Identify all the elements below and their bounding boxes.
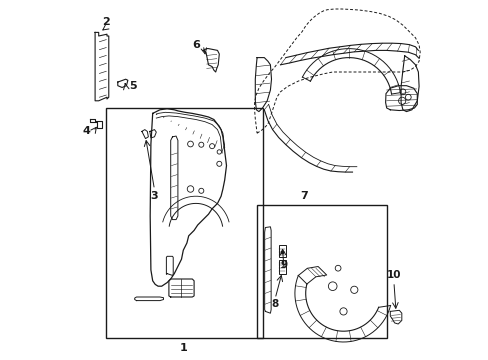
Text: 4: 4 xyxy=(82,126,91,136)
Text: 9: 9 xyxy=(280,260,287,270)
Bar xyxy=(278,260,285,274)
Text: 8: 8 xyxy=(271,299,278,309)
Text: 3: 3 xyxy=(150,191,158,201)
Bar xyxy=(106,108,262,338)
Text: 10: 10 xyxy=(386,270,400,280)
Text: 2: 2 xyxy=(102,17,109,27)
Bar xyxy=(278,245,285,257)
Text: 7: 7 xyxy=(300,191,307,201)
Text: 6: 6 xyxy=(192,40,200,50)
Text: 1: 1 xyxy=(179,343,187,354)
Text: 5: 5 xyxy=(129,81,137,91)
Bar xyxy=(257,205,386,338)
